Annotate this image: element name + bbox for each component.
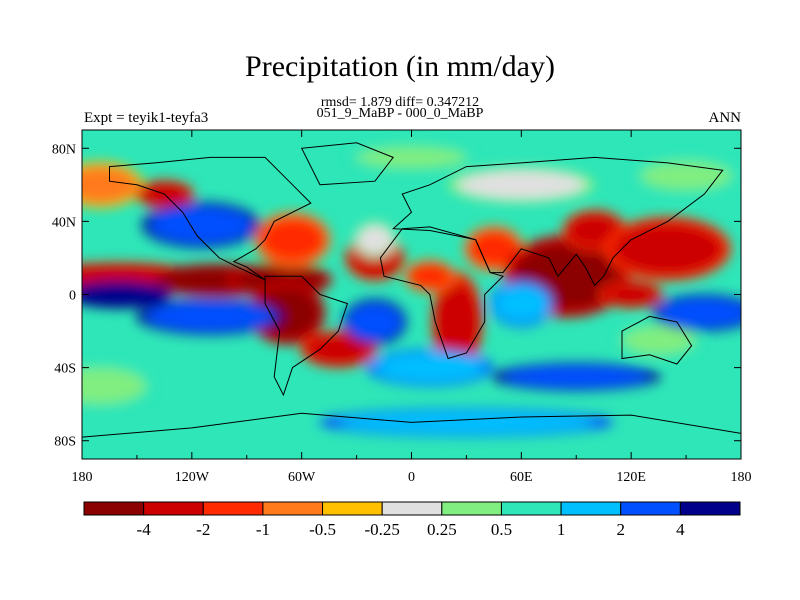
lon-tick-label: 0 (408, 470, 415, 485)
lat-tick-label: 40S (54, 362, 76, 377)
lat-tick-label: 80N (52, 142, 76, 157)
map-axes: 80N 40N 0 40S 80S 180 120W 60W 0 60E 120E 180 (52, 130, 752, 485)
field-blob (338, 411, 595, 434)
colorbar-swatch (262, 501, 324, 516)
colorbar-swatch (560, 501, 622, 516)
field-blob (146, 301, 275, 332)
continent-outline (82, 412, 741, 459)
lon-tick-label: 60E (510, 470, 533, 485)
field-blob (493, 285, 549, 322)
field-blob (457, 170, 586, 200)
colorbar-label: -1 (256, 520, 270, 539)
continent-outline (391, 156, 724, 287)
field-blob (612, 223, 723, 275)
experiment-label: Expt = teyik1-teyfa3 (84, 110, 209, 126)
colorbar-label: -0.5 (309, 520, 336, 539)
continent-outline (264, 275, 349, 397)
field-blob (603, 283, 659, 306)
colorbar-label: 2 (616, 520, 625, 539)
colorbar-swatch (620, 501, 681, 516)
lat-tick-label: 0 (69, 289, 76, 304)
field-blob (622, 325, 696, 355)
colorbar-swatch (322, 501, 383, 516)
field-blob (503, 365, 650, 388)
colorbar-label: 1 (557, 520, 566, 539)
continent-outline (621, 315, 693, 365)
colorbar-swatch (381, 501, 443, 516)
field-blob (658, 298, 741, 328)
field-blob (82, 283, 165, 306)
stats-line: rmsd= 1.879 diff= 0.347212 (320, 95, 480, 110)
colorbar-swatch (83, 501, 145, 516)
lon-tick-label: 120W (175, 470, 210, 485)
colorbar-swatch (202, 501, 264, 516)
lon-tick-label: 180 (72, 470, 93, 485)
colorbar-label: 4 (676, 520, 685, 539)
field-blob (468, 230, 520, 268)
lon-tick-label: 60W (288, 470, 316, 485)
season-label: ANN (708, 110, 742, 126)
continent-outline (379, 226, 504, 360)
precipitation-field (82, 130, 741, 459)
field-blob (82, 166, 137, 204)
colorbar: -4 -2 -1 -0.5 -0.25 0.25 0.5 1 2 4 (83, 501, 741, 539)
period-line: 051_9_MaBP - 000_0_MaBP (316, 106, 484, 121)
lon-tick-label: 180 (731, 470, 752, 485)
field-blob (259, 217, 326, 262)
continent-outline (109, 156, 312, 281)
lon-tick-label: 120E (616, 470, 646, 485)
colorbar-swatch (441, 501, 502, 516)
colorbar-label: -2 (196, 520, 210, 539)
colorbar-swatch (500, 501, 562, 516)
field-blob (356, 225, 394, 255)
colorbar-swatch (679, 501, 741, 516)
continent-outline (300, 142, 394, 186)
field-blob (407, 263, 452, 290)
field-blob (435, 281, 480, 363)
plot-title: Precipitation (in mm/day) (245, 50, 555, 83)
field-blob (305, 334, 372, 364)
colorbar-label: 0.25 (427, 520, 457, 539)
field-anomalies (82, 143, 741, 437)
field-blob (356, 146, 467, 169)
colorbar-label: -4 (137, 520, 152, 539)
field-blob (82, 367, 147, 405)
lat-tick-label: 80S (54, 435, 76, 450)
colorbar-label: -0.25 (364, 520, 399, 539)
field-blob (149, 206, 253, 244)
continent-outlines (82, 142, 741, 459)
colorbar-label: 0.5 (491, 520, 512, 539)
field-blob (374, 352, 485, 383)
lat-tick-label: 40N (52, 215, 76, 230)
colorbar-swatch (143, 501, 204, 516)
field-blob (347, 303, 403, 341)
